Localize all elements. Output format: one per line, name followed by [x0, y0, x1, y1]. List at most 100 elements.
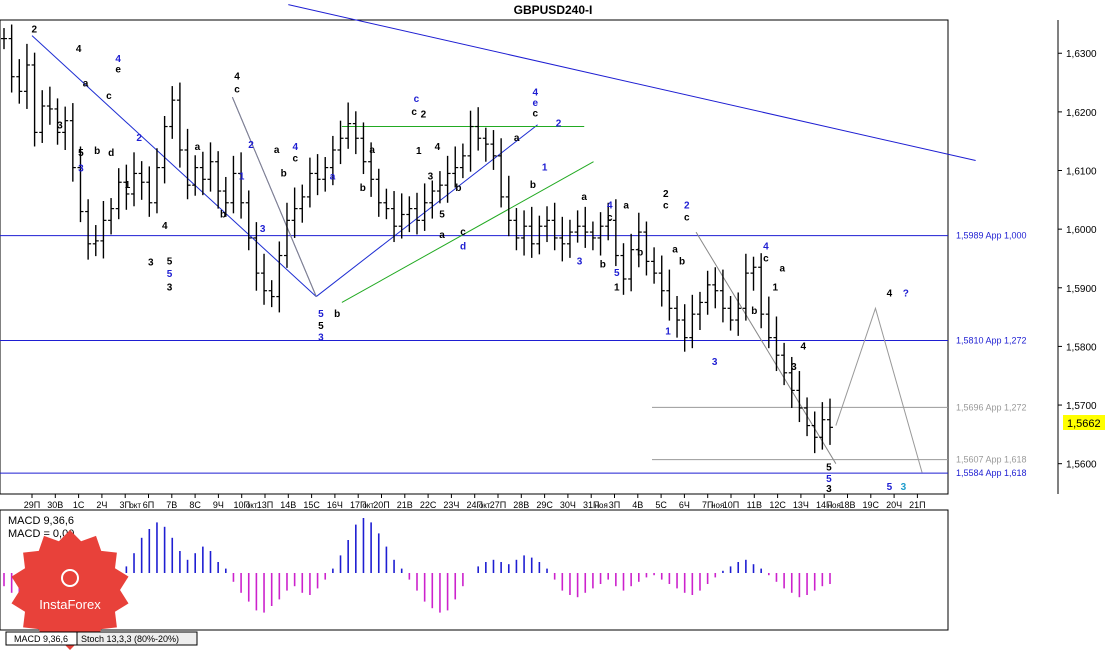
- level-label: 1,5607 App 1,618: [956, 455, 1027, 465]
- current-price-box: [1063, 415, 1105, 430]
- wave-label: e: [532, 98, 538, 109]
- wave-label: b: [600, 259, 606, 270]
- wave-label: c: [763, 253, 769, 264]
- wave-label: c: [234, 85, 240, 96]
- wave-label: 4: [293, 142, 299, 153]
- wave-label: 2: [421, 110, 427, 121]
- wave-label: b: [637, 248, 643, 259]
- wave-label: b: [679, 256, 685, 267]
- current-price-marker: 1,5662: [1063, 415, 1105, 430]
- wave-label: c: [532, 109, 538, 120]
- tab-stoch[interactable]: [76, 631, 198, 646]
- price-axis: 1,6300 1,6200 1,6100 1,6000 1,5900 1,5800 1,57…: [1057, 20, 1097, 494]
- wave-label: 4: [435, 142, 441, 153]
- wave-label: a: [274, 145, 280, 156]
- wave-label: 5: [614, 268, 620, 279]
- level-label: 1,5696 App 1,272: [956, 402, 1027, 412]
- time-tick-label: 4В: [632, 500, 643, 510]
- time-tick-label: 21В: [397, 500, 413, 510]
- price-tick-label: 1,6000: [1066, 225, 1097, 236]
- wave-label: 2: [684, 201, 690, 212]
- wave-label: 4: [887, 289, 893, 300]
- wave-label: c: [684, 212, 690, 223]
- wave-label: 4: [76, 44, 82, 55]
- wave-label: 2: [248, 140, 254, 151]
- instaforex-logo: InstaForex: [11, 530, 129, 650]
- wave-label: c: [607, 212, 613, 223]
- wave-label: 5: [887, 482, 893, 493]
- price-tick-label: 1,5700: [1066, 401, 1097, 412]
- time-tick-label: 3П: [609, 500, 620, 510]
- wave-label: 5: [439, 209, 445, 220]
- time-tick-label: 28В: [513, 500, 529, 510]
- time-tick-label: 27П: [490, 500, 506, 510]
- wave-label: b: [530, 180, 536, 191]
- wave-label: d: [108, 148, 114, 159]
- time-axis: 29П 30В 1С 2Ч 3П 6П 7В 8С 9Ч 10П 13П 14В 15С 16Ч 17П 20…: [24, 494, 926, 510]
- wave-label: a: [195, 142, 201, 153]
- wave-label: 4: [532, 87, 538, 98]
- wave-label: a: [369, 145, 375, 156]
- trendline: [231, 97, 317, 297]
- indicator-tabs: MACD 9,36,6 Stoch 13,3,3 (80%-20%): [5, 631, 198, 646]
- wave-label: 1: [542, 163, 548, 174]
- wave-label: 1: [772, 283, 778, 294]
- wave-label: d: [460, 242, 466, 253]
- wave-label: b: [94, 146, 100, 157]
- wave-label: 5: [167, 269, 173, 280]
- price-tick-label: 1,6100: [1066, 167, 1097, 178]
- macd-value: MACD = 0,00: [8, 528, 74, 540]
- wave-label: 3: [78, 164, 84, 175]
- month-label: ноя: [595, 501, 608, 510]
- trendline: [288, 4, 976, 162]
- level-label: 1,5584 App 1,618: [956, 468, 1027, 478]
- wave-label: 4: [234, 72, 240, 83]
- wave-label: 3: [712, 357, 718, 368]
- wave-label: b: [334, 309, 340, 320]
- month-label: окт: [246, 501, 258, 510]
- price-tick-label: 1,5900: [1066, 284, 1097, 295]
- price-tick-label: 1,5800: [1066, 342, 1097, 353]
- price-bars: [1, 24, 833, 454]
- wave-label: a: [623, 201, 629, 212]
- price-tick-label: 1,5600: [1066, 460, 1097, 471]
- forecast-path: [835, 306, 923, 473]
- wave-label: 4: [607, 201, 613, 212]
- month-label: ноя: [828, 501, 841, 510]
- wave-label: 1: [416, 146, 422, 157]
- wave-label: a: [439, 230, 445, 241]
- wave-label: 3: [826, 484, 832, 495]
- wave-label: 3: [148, 258, 154, 269]
- wave-label: 4: [115, 54, 121, 65]
- wave-label: a: [83, 79, 89, 90]
- time-tick-label: 14П: [816, 500, 832, 510]
- time-tick-label: 30Ч: [560, 500, 576, 510]
- month-label: ноя: [711, 501, 724, 510]
- time-tick-label: 17П: [350, 500, 366, 510]
- wave-label: a: [514, 133, 520, 144]
- wave-label: 1: [614, 283, 620, 294]
- wave-label: 1: [239, 171, 245, 182]
- price-tick-label: 1,6200: [1066, 108, 1097, 119]
- wave-label: 5: [318, 309, 324, 320]
- wave-label: c: [106, 91, 112, 102]
- wave-label: a: [330, 171, 336, 182]
- wave-label: c: [460, 227, 466, 238]
- wave-label: 1: [665, 327, 671, 338]
- wave-label: ?: [903, 289, 909, 300]
- wave-label: b: [360, 183, 366, 194]
- wave-label: 5: [318, 321, 324, 332]
- level-label: 1,5989 App 1,000: [956, 231, 1027, 241]
- forecast-line: [835, 306, 923, 473]
- time-tick-label: 10П: [723, 500, 739, 510]
- wave-label: e: [115, 65, 121, 76]
- wave-label: 3: [901, 482, 907, 493]
- wave-label: b: [751, 306, 757, 317]
- tab-stoch-label: Stoch 13,3,3 (80%-20%): [81, 634, 179, 644]
- time-tick-label: 9Ч: [213, 500, 224, 510]
- indicator-panel-border: [0, 509, 949, 631]
- time-tick-label: 7П: [702, 500, 713, 510]
